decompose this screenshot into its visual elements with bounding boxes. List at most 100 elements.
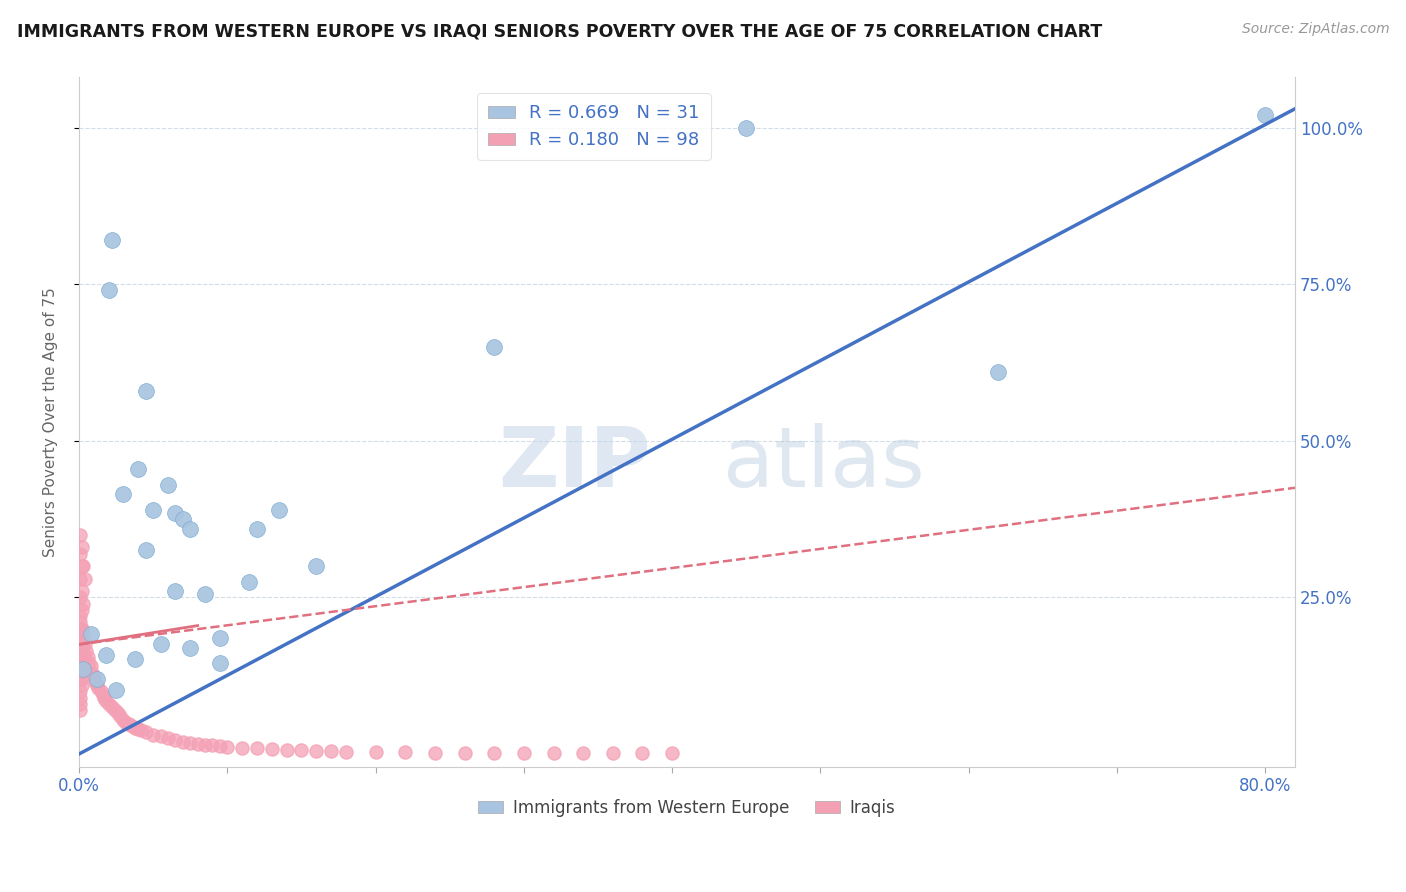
Point: [165, 506, 187, 520]
Point: [73, 653, 96, 667]
Point: [335, 745, 357, 759]
Point: [70, 622, 93, 636]
Point: [135, 543, 157, 558]
Point: [76, 649, 98, 664]
Point: [364, 745, 387, 759]
Point: [110, 709, 132, 723]
Point: [86, 672, 108, 686]
Point: [87, 681, 110, 696]
Point: [735, 120, 758, 135]
Point: [69, 647, 91, 661]
Point: [97, 697, 120, 711]
Point: [94, 648, 117, 662]
Point: [135, 384, 157, 398]
Point: [112, 713, 135, 727]
Point: [269, 502, 291, 516]
Point: [124, 652, 146, 666]
Point: [305, 559, 328, 574]
Point: [91, 688, 114, 702]
Point: [246, 521, 269, 535]
Point: [72, 634, 94, 648]
Point: [69, 634, 91, 648]
Point: [73, 572, 96, 586]
Point: [72, 628, 94, 642]
Point: [86, 678, 108, 692]
Point: [217, 739, 239, 754]
Point: [73, 637, 96, 651]
Point: [179, 736, 201, 750]
Point: [97, 284, 120, 298]
Point: [70, 672, 93, 686]
Point: [69, 690, 91, 705]
Point: [208, 656, 231, 670]
Point: [987, 365, 1010, 379]
Legend: Immigrants from Western Europe, Iraqis: Immigrants from Western Europe, Iraqis: [472, 792, 903, 823]
Point: [69, 572, 91, 586]
Point: [69, 659, 91, 673]
Point: [149, 730, 172, 744]
Point: [103, 703, 125, 717]
Point: [179, 640, 201, 655]
Point: [79, 656, 101, 670]
Point: [513, 746, 536, 760]
Point: [72, 647, 94, 661]
Point: [453, 746, 475, 760]
Point: [156, 477, 179, 491]
Point: [69, 615, 91, 630]
Point: [70, 653, 93, 667]
Point: [156, 731, 179, 746]
Point: [100, 700, 122, 714]
Point: [115, 715, 138, 730]
Point: [290, 743, 312, 757]
Point: [661, 746, 683, 760]
Point: [187, 737, 209, 751]
Point: [172, 734, 194, 748]
Point: [572, 746, 595, 760]
Point: [201, 738, 224, 752]
Point: [69, 547, 91, 561]
Point: [305, 744, 328, 758]
Point: [208, 631, 231, 645]
Point: [67, 622, 90, 636]
Point: [165, 733, 187, 747]
Point: [165, 584, 187, 599]
Point: [118, 717, 141, 731]
Point: [631, 746, 654, 760]
Point: [80, 626, 103, 640]
Point: [543, 746, 565, 760]
Point: [69, 528, 91, 542]
Point: [82, 665, 104, 680]
Point: [394, 745, 416, 759]
Point: [70, 559, 93, 574]
Point: [70, 631, 93, 645]
Point: [112, 487, 135, 501]
Point: [72, 559, 94, 574]
Point: [75, 643, 97, 657]
Point: [93, 690, 115, 705]
Point: [172, 512, 194, 526]
Point: [83, 669, 105, 683]
Point: [69, 672, 91, 686]
Point: [124, 721, 146, 735]
Point: [80, 659, 103, 673]
Point: [69, 609, 91, 624]
Point: [72, 597, 94, 611]
Point: [90, 684, 112, 698]
Point: [69, 653, 91, 667]
Point: [105, 683, 128, 698]
Point: [127, 722, 149, 736]
Text: Source: ZipAtlas.com: Source: ZipAtlas.com: [1241, 22, 1389, 37]
Point: [423, 746, 446, 760]
Point: [69, 640, 91, 655]
Point: [70, 622, 93, 636]
Point: [135, 725, 157, 739]
Point: [238, 574, 260, 589]
Point: [69, 591, 91, 605]
Text: atlas: atlas: [724, 423, 925, 504]
Point: [129, 723, 152, 738]
Point: [208, 739, 231, 753]
Point: [70, 603, 93, 617]
Point: [72, 663, 94, 677]
Point: [121, 719, 143, 733]
Point: [482, 746, 505, 760]
